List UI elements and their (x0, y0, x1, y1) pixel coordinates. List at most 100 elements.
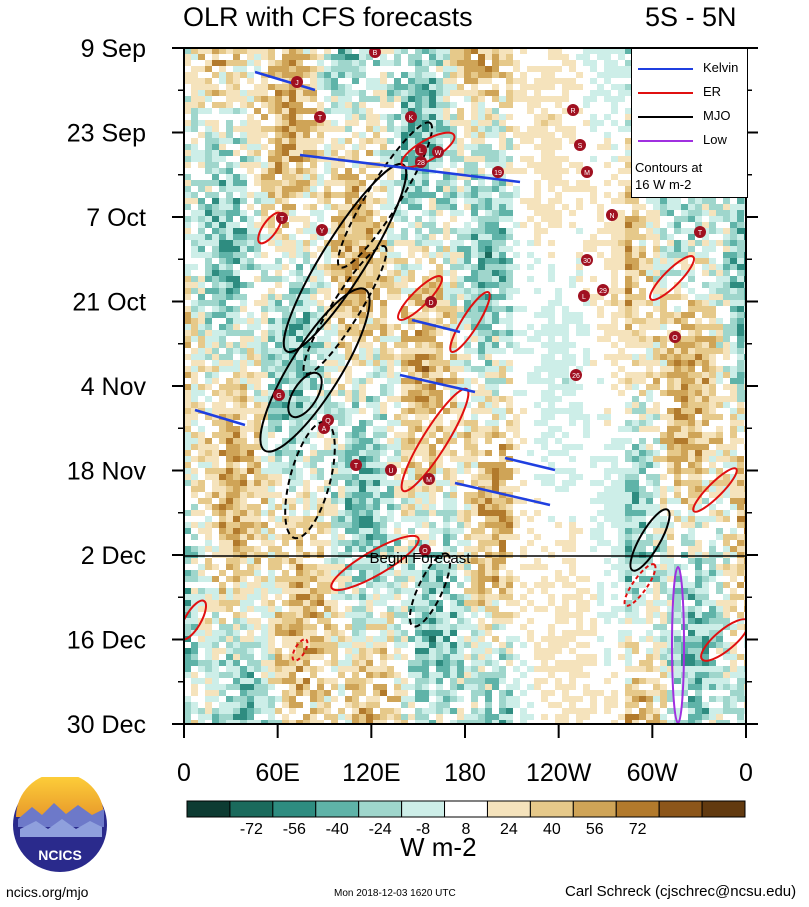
heat-cell (562, 546, 569, 552)
heat-cell (331, 306, 338, 312)
heat-cell (485, 114, 492, 120)
heat-cell (660, 522, 667, 528)
heat-cell (275, 468, 282, 474)
heat-cell (373, 348, 380, 354)
heat-cell (415, 420, 422, 426)
heat-cell (632, 498, 639, 504)
heat-cell (205, 138, 212, 144)
heat-cell (212, 402, 219, 408)
heat-cell (709, 348, 716, 354)
heat-cell (296, 480, 303, 486)
heat-cell (352, 402, 359, 408)
heat-cell (408, 84, 415, 90)
heat-cell (716, 330, 723, 336)
heat-cell (429, 192, 436, 198)
heat-cell (268, 126, 275, 132)
heat-cell (737, 540, 744, 546)
heat-cell (674, 432, 681, 438)
heat-cell (184, 294, 191, 300)
heat-cell (275, 246, 282, 252)
heat-cell (730, 330, 737, 336)
heat-cell (422, 426, 429, 432)
heat-cell (436, 438, 443, 444)
heat-cell (184, 480, 191, 486)
heat-cell (268, 180, 275, 186)
heat-cell (282, 438, 289, 444)
heat-cell (562, 444, 569, 450)
heat-cell (191, 96, 198, 102)
heat-cell (254, 150, 261, 156)
heat-cell (443, 108, 450, 114)
heat-cell (282, 252, 289, 258)
heat-cell (471, 438, 478, 444)
heat-cell (275, 192, 282, 198)
heat-cell (331, 276, 338, 282)
heat-cell (520, 408, 527, 414)
heat-cell (730, 396, 737, 402)
heat-cell (527, 450, 534, 456)
heat-cell (282, 174, 289, 180)
heat-cell (226, 378, 233, 384)
heat-cell (205, 558, 212, 564)
heat-cell (576, 312, 583, 318)
heat-cell (338, 462, 345, 468)
heat-cell (625, 114, 632, 120)
heat-cell (310, 552, 317, 558)
heat-cell (625, 534, 632, 540)
heat-cell (485, 360, 492, 366)
heat-cell (541, 408, 548, 414)
heat-cell (513, 192, 520, 198)
heat-cell (541, 204, 548, 210)
heat-cell (681, 384, 688, 390)
heat-cell (464, 144, 471, 150)
heat-cell (730, 300, 737, 306)
heat-cell (485, 486, 492, 492)
heat-cell (702, 444, 709, 450)
heat-cell (233, 54, 240, 60)
heat-cell (394, 432, 401, 438)
heat-cell (478, 312, 485, 318)
heat-cell (499, 186, 506, 192)
heat-cell (625, 144, 632, 150)
heat-cell (653, 384, 660, 390)
heat-cell (345, 216, 352, 222)
heat-cell (373, 372, 380, 378)
heat-cell (373, 120, 380, 126)
heat-cell (310, 234, 317, 240)
heat-cell (457, 240, 464, 246)
heat-cell (457, 456, 464, 462)
heat-cell (205, 336, 212, 342)
heat-cell (219, 312, 226, 318)
heat-cell (247, 318, 254, 324)
heat-cell (366, 528, 373, 534)
heat-cell (625, 372, 632, 378)
heat-cell (590, 516, 597, 522)
heat-cell (639, 504, 646, 510)
heat-cell (730, 372, 737, 378)
heat-cell (282, 540, 289, 546)
heat-cell (219, 168, 226, 174)
heat-cell (394, 522, 401, 528)
heat-cell (387, 90, 394, 96)
heat-cell (478, 318, 485, 324)
heat-cell (450, 84, 457, 90)
heat-cell (611, 48, 618, 54)
heat-cell (646, 540, 653, 546)
heat-cell (359, 102, 366, 108)
heat-cell (240, 456, 247, 462)
heat-cell (366, 276, 373, 282)
heat-cell (387, 378, 394, 384)
heat-cell (548, 48, 555, 54)
heat-cell (737, 240, 744, 246)
heat-cell (471, 498, 478, 504)
heat-cell (219, 390, 226, 396)
heat-cell (492, 342, 499, 348)
heat-cell (331, 60, 338, 66)
heat-cell (541, 546, 548, 552)
heat-cell (352, 174, 359, 180)
heat-cell (401, 306, 408, 312)
heat-cell (618, 234, 625, 240)
heat-cell (345, 486, 352, 492)
heat-cell (618, 528, 625, 534)
heat-cell (534, 474, 541, 480)
